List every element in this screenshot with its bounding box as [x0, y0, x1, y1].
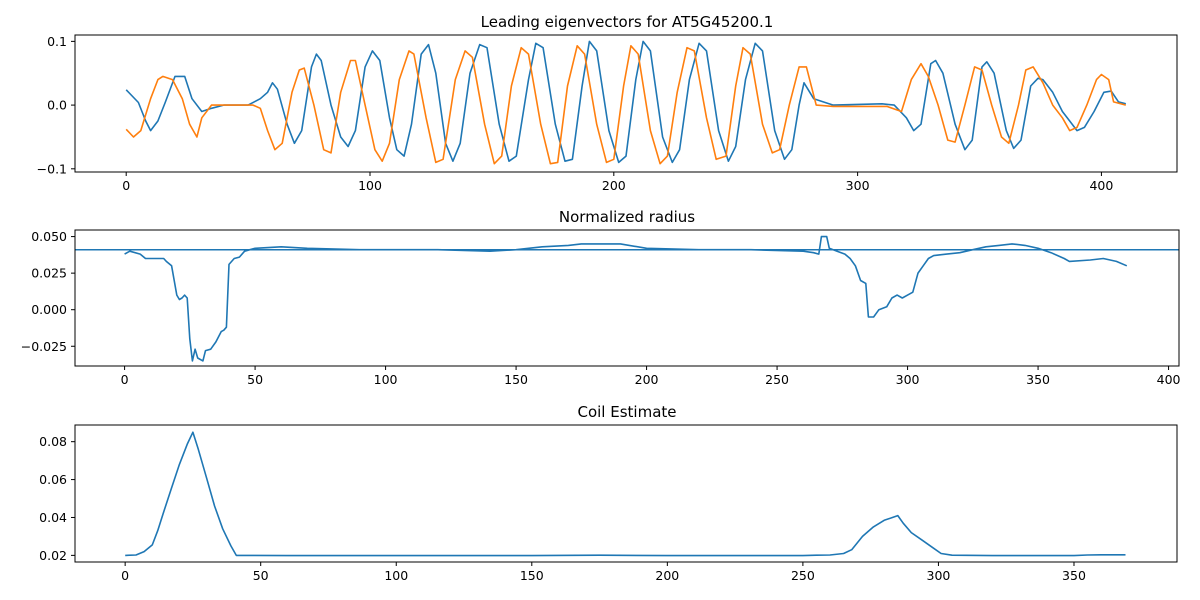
series-line-1	[125, 40, 1127, 164]
panel-normalized-radius: Normalized radius 0 50 100 150 200 250 300 350 4…	[21, 208, 1181, 387]
axes-frame	[74, 229, 1180, 367]
x-tick-label: 400	[1089, 178, 1113, 193]
y-tick-label: 0.1	[47, 34, 67, 49]
x-tick-label: 350	[1026, 372, 1050, 387]
y-tick-label: −0.025	[21, 339, 67, 354]
x-tick-label: 100	[358, 178, 382, 193]
x-tick-label: 200	[602, 178, 626, 193]
x-tick-label: 300	[927, 568, 951, 583]
chart-title: Coil Estimate	[577, 403, 676, 421]
x-tick-label: 350	[1062, 568, 1086, 583]
x-tick-label: 300	[846, 178, 870, 193]
panel-coil-estimate: Coil Estimate 0 50 100 150 200 250 300 350 0.02 0…	[39, 403, 1178, 583]
x-tick-label: 100	[384, 568, 408, 583]
axes-frame	[74, 34, 1178, 173]
chart-title: Leading eigenvectors for AT5G45200.1	[481, 13, 774, 31]
x-tick-label: 200	[655, 568, 679, 583]
x-tick-label: 0	[122, 178, 130, 193]
x-tick-label: 300	[896, 372, 920, 387]
y-tick-label: 0.08	[39, 434, 67, 449]
x-tick-label: 50	[247, 372, 263, 387]
x-tick-label: 250	[765, 372, 789, 387]
y-tick-label: 0.04	[39, 510, 67, 525]
x-tick-label: 250	[791, 568, 815, 583]
x-tick-label: 150	[504, 372, 528, 387]
x-tick-label: 0	[121, 568, 129, 583]
y-tick-label: 0.0	[47, 98, 67, 113]
y-tick-label: 0.000	[31, 302, 67, 317]
x-tick-label: 400	[1157, 372, 1181, 387]
y-tick-label: 0.02	[39, 548, 67, 563]
x-tick-label: 0	[121, 372, 129, 387]
x-tick-label: 100	[374, 372, 398, 387]
series-line-1	[124, 235, 1128, 362]
chart-title: Normalized radius	[559, 208, 695, 226]
y-tick-label: 0.050	[31, 229, 67, 244]
y-tick-label: 0.06	[39, 472, 67, 487]
x-tick-label: 50	[253, 568, 269, 583]
x-tick-label: 200	[635, 372, 659, 387]
panel-leading-eigenvectors: Leading eigenvectors for AT5G45200.1 0 10…	[37, 13, 1178, 193]
series-line-1	[125, 431, 1126, 557]
y-tick-label: −0.1	[37, 161, 67, 176]
y-tick-label: 0.025	[31, 266, 67, 281]
x-tick-label: 150	[520, 568, 544, 583]
axes-frame	[74, 424, 1178, 563]
series-line-2	[125, 45, 1127, 165]
